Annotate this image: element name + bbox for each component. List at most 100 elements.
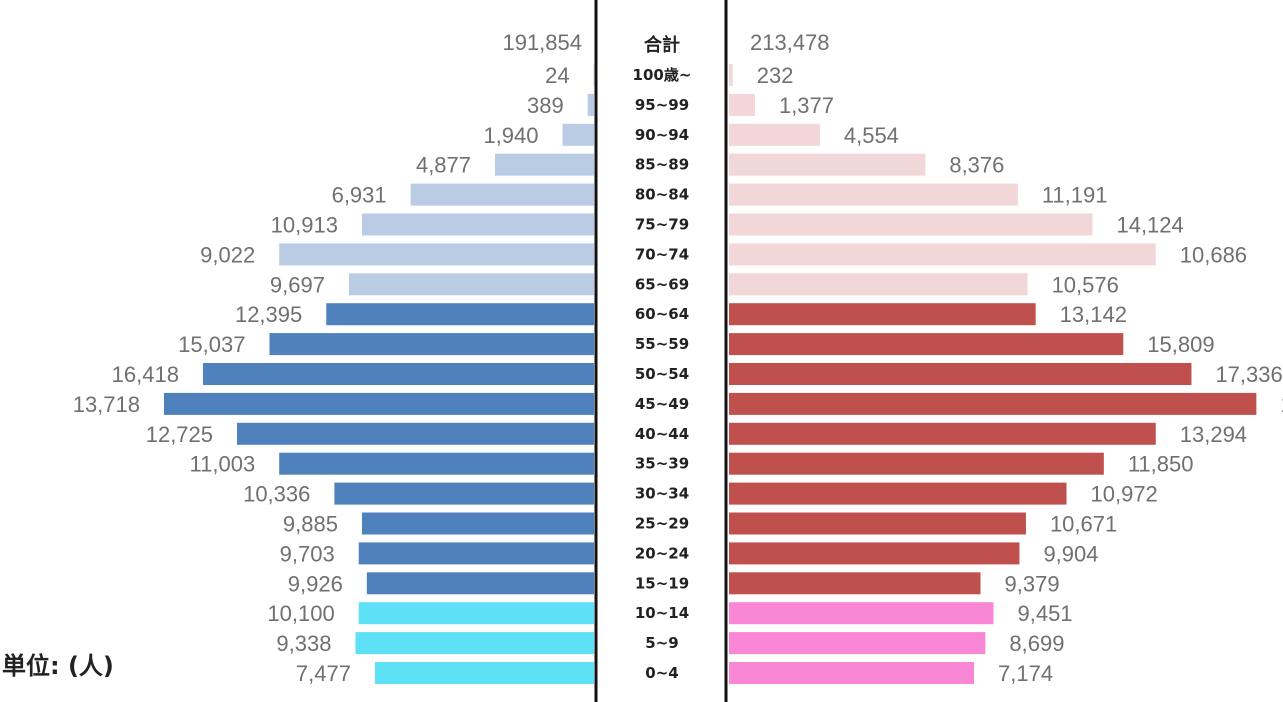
age-group-label: 20~24 bbox=[635, 544, 689, 562]
male-value-label: 16,418 bbox=[112, 362, 179, 387]
male-value-label: 15,037 bbox=[178, 332, 245, 357]
age-group-label: 40~44 bbox=[635, 425, 689, 443]
female-bar-8 bbox=[729, 273, 1028, 296]
female-bar-11 bbox=[729, 363, 1192, 385]
female-value-label: 9,904 bbox=[1043, 541, 1098, 566]
male-bar-3 bbox=[562, 123, 594, 146]
male-bar-14 bbox=[279, 452, 594, 475]
female-bar-6 bbox=[729, 213, 1093, 236]
male-bar-6 bbox=[361, 213, 594, 236]
male-bar-4 bbox=[495, 153, 594, 176]
male-bar-12 bbox=[164, 392, 594, 415]
female-bar-18 bbox=[729, 572, 981, 595]
female-value-label: 14,124 bbox=[1116, 213, 1183, 238]
female-value-label: 8,699 bbox=[1009, 631, 1064, 656]
male-value-label: 13,718 bbox=[73, 392, 140, 417]
age-group-label: 70~74 bbox=[635, 245, 689, 263]
female-bars bbox=[729, 64, 1257, 684]
female-value-label: 8,376 bbox=[949, 153, 1004, 178]
age-group-label: 55~59 bbox=[635, 335, 689, 353]
age-group-label: 5~9 bbox=[645, 634, 678, 652]
female-value-label: 17,336 bbox=[1215, 362, 1282, 387]
total-male-value: 191,854 bbox=[502, 30, 582, 55]
male-value-label: 4,877 bbox=[416, 153, 471, 178]
male-value-label: 10,913 bbox=[271, 213, 338, 238]
female-bar-13 bbox=[729, 422, 1156, 445]
female-value-label: 13,294 bbox=[1180, 422, 1247, 447]
female-bar-17 bbox=[729, 542, 1020, 565]
female-value-label: 10,576 bbox=[1052, 272, 1119, 297]
female-bar-15 bbox=[729, 482, 1067, 505]
female-bar-1 bbox=[729, 64, 733, 86]
male-bar-19 bbox=[358, 602, 594, 625]
female-value-label: 1,377 bbox=[779, 93, 834, 118]
female-value-label: 10,972 bbox=[1091, 482, 1158, 507]
male-value-label: 9,697 bbox=[270, 272, 325, 297]
male-value-label: 9,926 bbox=[288, 571, 343, 596]
male-value-label: 24 bbox=[545, 63, 569, 88]
age-group-label: 15~19 bbox=[635, 574, 689, 592]
male-bar-5 bbox=[410, 183, 594, 206]
age-group-label: 85~89 bbox=[635, 156, 689, 174]
male-bar-13 bbox=[237, 422, 595, 445]
female-value-label: 232 bbox=[757, 63, 794, 88]
male-value-label: 10,100 bbox=[267, 601, 334, 626]
male-value-label: 389 bbox=[527, 93, 564, 118]
male-bar-1 bbox=[593, 64, 595, 86]
data-labels: 24 232 100歳~ 389 1,377 95~99 1,940 4,554 90~94 4,… bbox=[73, 63, 1283, 686]
male-bar-21 bbox=[374, 662, 594, 684]
female-value-label: 10,686 bbox=[1180, 242, 1247, 267]
female-bar-19 bbox=[729, 602, 994, 625]
female-bar-21 bbox=[729, 662, 975, 684]
age-group-label: 10~14 bbox=[635, 604, 689, 622]
female-bar-5 bbox=[729, 183, 1018, 206]
age-group-label: 35~39 bbox=[635, 455, 689, 473]
male-value-label: 11,003 bbox=[190, 452, 256, 477]
female-value-label: 11,191 bbox=[1042, 183, 1108, 208]
female-bar-12 bbox=[729, 392, 1257, 415]
female-bar-14 bbox=[729, 452, 1104, 475]
male-bar-2 bbox=[587, 93, 594, 116]
age-group-label: 25~29 bbox=[635, 515, 689, 533]
female-value-label: 13,142 bbox=[1060, 302, 1127, 327]
female-bar-9 bbox=[729, 303, 1036, 326]
male-bar-18 bbox=[366, 572, 594, 595]
female-bar-20 bbox=[729, 632, 986, 655]
male-value-label: 10,336 bbox=[243, 482, 310, 507]
female-value-label: 9,451 bbox=[1017, 601, 1072, 626]
female-bar-3 bbox=[729, 123, 820, 146]
female-bar-4 bbox=[729, 153, 926, 176]
female-value-label: 7,174 bbox=[998, 661, 1053, 686]
age-group-label: 30~34 bbox=[635, 485, 689, 503]
male-bars bbox=[164, 64, 595, 684]
male-bar-10 bbox=[269, 333, 594, 356]
age-group-label: 95~99 bbox=[635, 96, 689, 114]
male-value-label: 7,477 bbox=[296, 661, 351, 686]
male-value-label: 9,022 bbox=[200, 242, 255, 267]
age-group-label: 0~4 bbox=[645, 664, 678, 682]
male-bar-11 bbox=[202, 363, 594, 385]
male-value-label: 9,338 bbox=[276, 631, 331, 656]
female-bar-10 bbox=[729, 333, 1124, 356]
age-group-label: 75~79 bbox=[635, 216, 689, 234]
male-bar-15 bbox=[334, 482, 594, 505]
male-bar-17 bbox=[358, 542, 594, 565]
male-bar-7 bbox=[279, 243, 594, 266]
male-value-label: 12,395 bbox=[235, 302, 302, 327]
male-value-label: 1,940 bbox=[483, 123, 538, 148]
male-value-label: 9,885 bbox=[283, 512, 338, 537]
female-bar-7 bbox=[729, 243, 1156, 266]
age-group-label: 80~84 bbox=[635, 186, 689, 204]
age-group-label: 60~64 bbox=[635, 305, 689, 323]
male-bar-20 bbox=[355, 632, 594, 655]
total-female-value: 213,478 bbox=[750, 30, 830, 55]
female-value-label: 4,554 bbox=[844, 123, 899, 148]
male-value-label: 6,931 bbox=[332, 183, 387, 208]
male-bar-16 bbox=[361, 512, 594, 535]
female-value-label: 14,681 bbox=[1280, 392, 1283, 417]
age-group-label: 45~49 bbox=[635, 395, 689, 413]
female-value-label: 15,809 bbox=[1147, 332, 1214, 357]
total-label: 合計 bbox=[644, 34, 680, 56]
age-group-label: 90~94 bbox=[635, 126, 689, 144]
